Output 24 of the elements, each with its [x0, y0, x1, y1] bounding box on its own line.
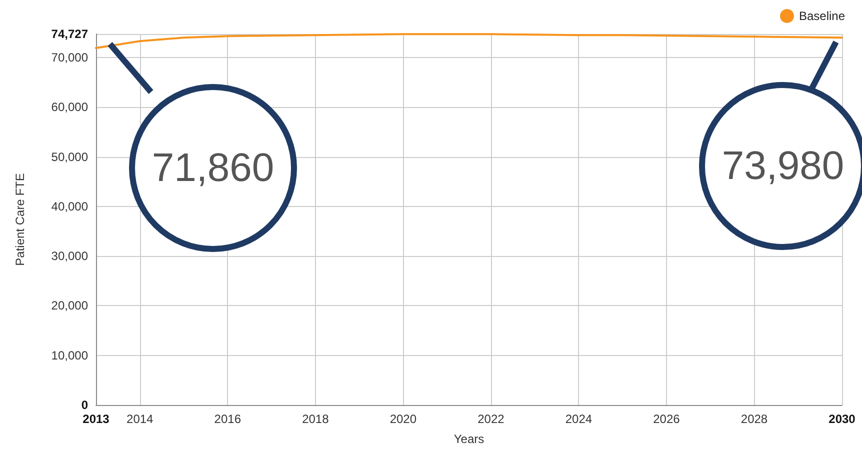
- x-tick-label: 2018: [302, 412, 330, 426]
- x-tick-label: 2020: [390, 412, 417, 426]
- y-tick-label: 0: [81, 398, 88, 412]
- x-tick-label: 2028: [740, 412, 768, 426]
- x-tick-label: 2013: [82, 412, 110, 426]
- x-tick-label: 2022: [478, 412, 505, 426]
- y-tick-label: 10,000: [51, 348, 88, 362]
- legend-label: Baseline: [798, 9, 846, 23]
- x-axis-title: Years: [454, 432, 484, 446]
- y-tick-label: 20,000: [51, 298, 88, 313]
- x-tick-label: 2024: [565, 412, 592, 426]
- y-tick-label: 50,000: [51, 150, 88, 164]
- y-tick-label: 70,000: [51, 50, 88, 64]
- x-tick-label: 2014: [126, 412, 154, 426]
- x-tick-label: 2016: [214, 412, 242, 426]
- annotation: 73,980: [720, 143, 846, 190]
- y-tick-label: 60,000: [51, 100, 88, 114]
- annotation: 71,860: [150, 145, 276, 192]
- y-tick-label: 74,727: [51, 27, 88, 41]
- y-axis-title: Patient Care FTE: [13, 173, 27, 266]
- x-tick-label: 2030: [828, 412, 856, 426]
- y-tick-label: 40,000: [51, 199, 88, 214]
- y-tick-label: 30,000: [51, 249, 88, 264]
- x-tick-label: 2026: [653, 412, 680, 426]
